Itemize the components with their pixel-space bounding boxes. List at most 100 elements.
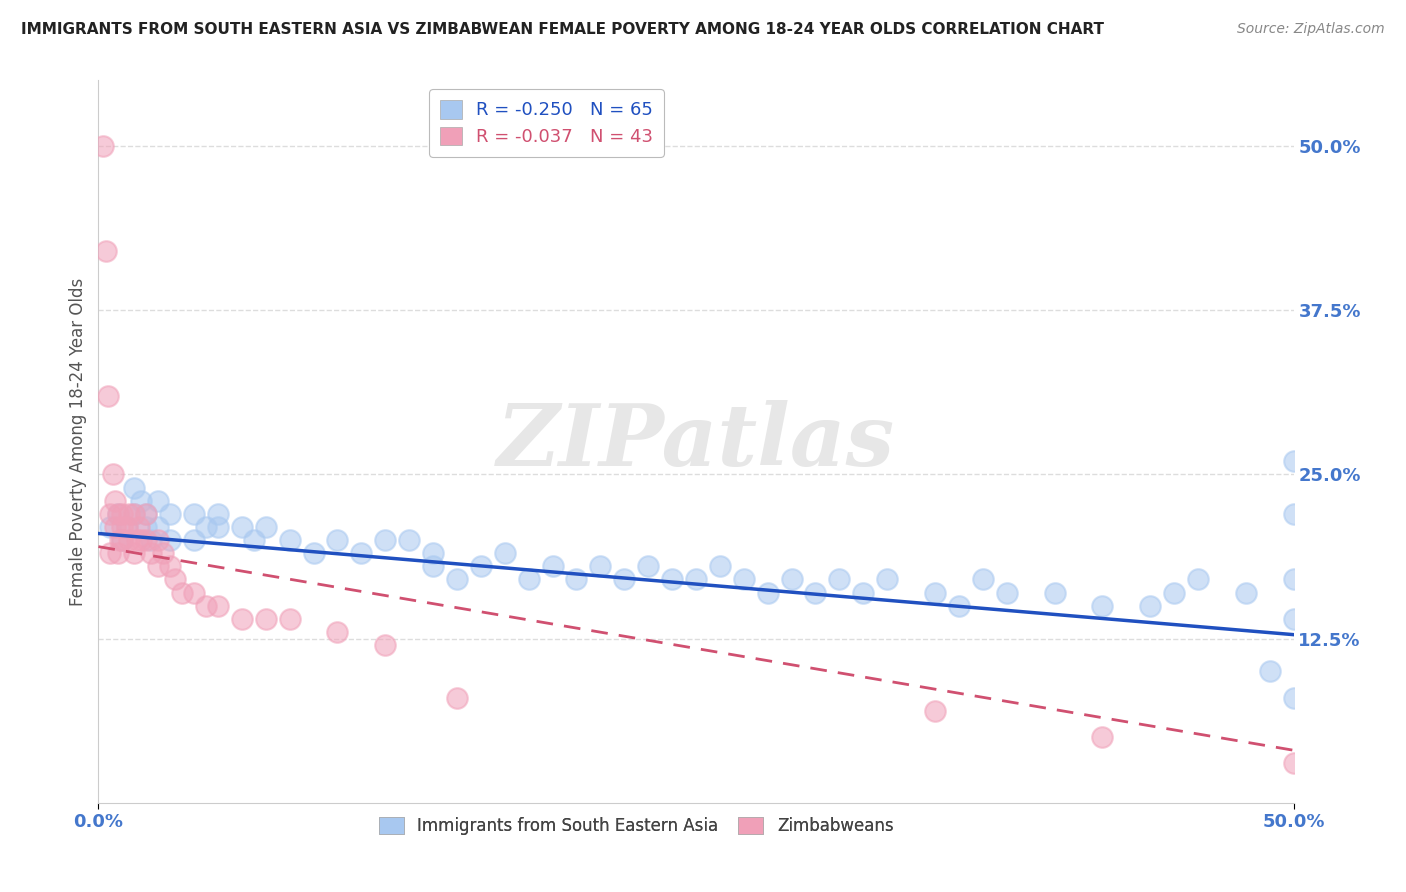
- Point: [374, 638, 396, 652]
- Point: [589, 559, 612, 574]
- Point: [278, 533, 301, 547]
- Point: [207, 520, 229, 534]
- Point: [1091, 730, 1114, 744]
- Point: [302, 546, 325, 560]
- Point: [148, 493, 170, 508]
- Point: [118, 507, 141, 521]
- Point: [91, 139, 114, 153]
- Point: [152, 546, 174, 560]
- Point: [852, 585, 875, 599]
- Point: [1234, 585, 1257, 599]
- Point: [446, 690, 468, 705]
- Point: [115, 520, 138, 534]
- Point: [278, 612, 301, 626]
- Point: [326, 625, 349, 640]
- Point: [1282, 573, 1305, 587]
- Point: [135, 520, 157, 534]
- Point: [131, 533, 153, 547]
- Point: [94, 244, 117, 258]
- Point: [243, 533, 266, 547]
- Point: [124, 507, 146, 521]
- Point: [107, 546, 129, 560]
- Point: [350, 546, 373, 560]
- Point: [470, 559, 492, 574]
- Point: [972, 573, 994, 587]
- Point: [398, 533, 420, 547]
- Point: [128, 520, 150, 534]
- Point: [207, 507, 229, 521]
- Point: [107, 507, 129, 521]
- Point: [159, 507, 181, 521]
- Point: [709, 559, 731, 574]
- Point: [1282, 756, 1305, 771]
- Point: [107, 507, 129, 521]
- Point: [780, 573, 803, 587]
- Point: [172, 585, 194, 599]
- Point: [111, 533, 134, 547]
- Point: [254, 520, 277, 534]
- Point: [1163, 585, 1185, 599]
- Point: [111, 533, 134, 547]
- Text: IMMIGRANTS FROM SOUTH EASTERN ASIA VS ZIMBABWEAN FEMALE POVERTY AMONG 18-24 YEAR: IMMIGRANTS FROM SOUTH EASTERN ASIA VS ZI…: [21, 22, 1104, 37]
- Point: [183, 585, 205, 599]
- Point: [1282, 507, 1305, 521]
- Point: [254, 612, 277, 626]
- Point: [1091, 599, 1114, 613]
- Point: [541, 559, 564, 574]
- Point: [1258, 665, 1281, 679]
- Point: [637, 559, 659, 574]
- Point: [159, 559, 181, 574]
- Point: [98, 520, 122, 534]
- Point: [98, 546, 122, 560]
- Point: [97, 388, 120, 402]
- Point: [124, 507, 146, 521]
- Point: [876, 573, 898, 587]
- Point: [1187, 573, 1209, 587]
- Point: [139, 546, 162, 560]
- Point: [195, 520, 218, 534]
- Point: [131, 493, 153, 508]
- Point: [1282, 690, 1305, 705]
- Point: [135, 507, 157, 521]
- Point: [118, 533, 141, 547]
- Point: [1139, 599, 1161, 613]
- Point: [995, 585, 1018, 599]
- Point: [733, 573, 755, 587]
- Point: [1282, 454, 1305, 468]
- Point: [135, 533, 157, 547]
- Point: [446, 573, 468, 587]
- Point: [98, 507, 122, 521]
- Point: [1043, 585, 1066, 599]
- Point: [125, 533, 148, 547]
- Point: [195, 599, 218, 613]
- Point: [135, 507, 157, 521]
- Point: [948, 599, 970, 613]
- Legend: Immigrants from South Eastern Asia, Zimbabweans: Immigrants from South Eastern Asia, Zimb…: [373, 810, 900, 841]
- Point: [163, 573, 186, 587]
- Point: [924, 704, 946, 718]
- Point: [124, 481, 146, 495]
- Point: [924, 585, 946, 599]
- Point: [148, 533, 170, 547]
- Point: [494, 546, 516, 560]
- Point: [111, 520, 134, 534]
- Point: [148, 559, 170, 574]
- Point: [207, 599, 229, 613]
- Text: Source: ZipAtlas.com: Source: ZipAtlas.com: [1237, 22, 1385, 37]
- Point: [422, 559, 444, 574]
- Point: [756, 585, 779, 599]
- Text: ZIPatlas: ZIPatlas: [496, 400, 896, 483]
- Point: [115, 520, 138, 534]
- Point: [159, 533, 181, 547]
- Point: [111, 507, 134, 521]
- Point: [108, 533, 131, 547]
- Point: [565, 573, 588, 587]
- Point: [422, 546, 444, 560]
- Point: [104, 520, 127, 534]
- Point: [104, 493, 127, 508]
- Point: [231, 520, 253, 534]
- Point: [231, 612, 253, 626]
- Point: [828, 573, 851, 587]
- Point: [183, 507, 205, 521]
- Point: [804, 585, 827, 599]
